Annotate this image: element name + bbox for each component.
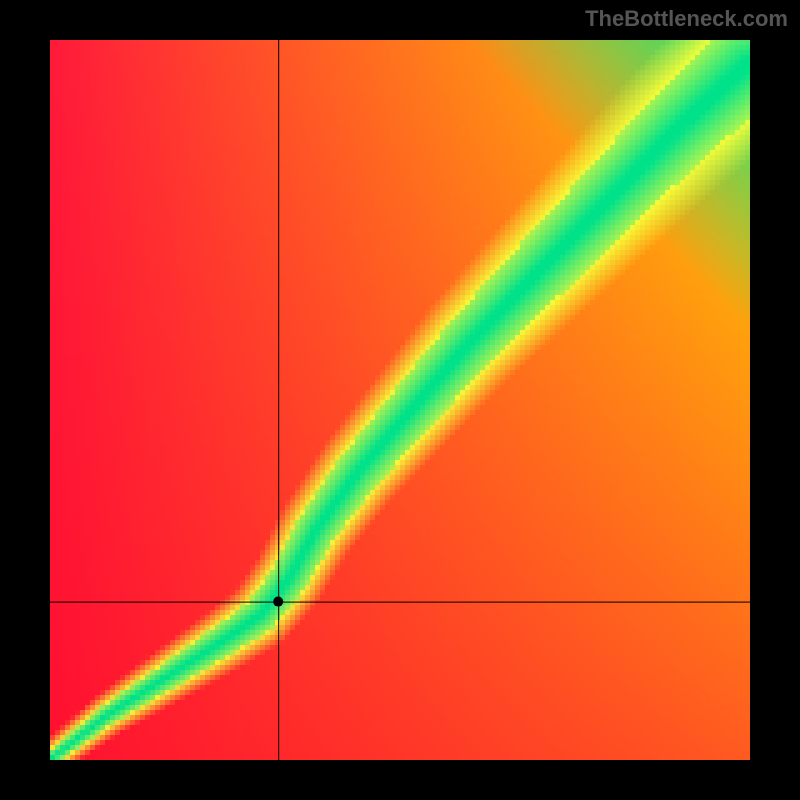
heatmap-canvas	[50, 40, 750, 760]
chart-frame: TheBottleneck.com	[0, 0, 800, 800]
heatmap-plot	[50, 40, 750, 760]
watermark-text: TheBottleneck.com	[585, 6, 788, 32]
